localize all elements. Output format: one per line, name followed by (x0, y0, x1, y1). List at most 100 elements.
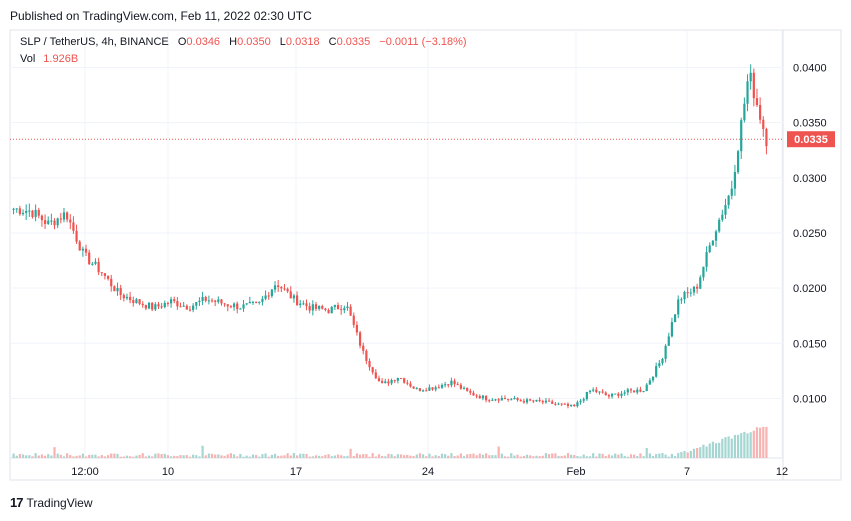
candle-body (444, 384, 447, 386)
candle-body (273, 285, 277, 290)
volume-bar (418, 453, 422, 458)
volume-bar (576, 456, 579, 458)
candle-body (658, 363, 661, 367)
volume-bar (507, 456, 510, 458)
volume-bar (103, 456, 107, 458)
candle-body (169, 299, 173, 304)
volume-bar (721, 438, 724, 458)
candle-body (384, 381, 387, 384)
volume-bar (718, 442, 721, 458)
volume-bar (264, 453, 267, 458)
volume-bar (478, 453, 481, 458)
candle-body (116, 288, 119, 292)
candle-body (173, 299, 176, 302)
candle-body (53, 220, 56, 226)
candle-body (478, 396, 481, 399)
volume-value: 1.926B (43, 53, 79, 65)
volume-bar (273, 453, 277, 458)
volume-bar (69, 455, 72, 458)
volume-bar (277, 455, 280, 458)
candle-body (100, 272, 103, 274)
volume-bar (440, 453, 444, 458)
tradingview-footer[interactable]: 17 TradingView (10, 495, 93, 510)
candle-body (699, 277, 702, 289)
volume-bar (390, 454, 393, 458)
candle-body (440, 384, 444, 388)
candle-body (122, 295, 125, 299)
x-tick-label: 12 (776, 466, 788, 478)
candle-body (88, 252, 91, 265)
candle-body (157, 304, 160, 307)
symbol-label[interactable]: SLP / TetherUS, 4h, BINANCE (20, 36, 169, 48)
volume-bar (434, 455, 437, 458)
volume-bar (563, 455, 566, 458)
candle-body (604, 392, 607, 396)
volume-bar (547, 454, 551, 458)
volume-bar (459, 453, 462, 458)
candle-body (377, 378, 381, 382)
volume-bar (333, 455, 336, 458)
candle-body (97, 261, 100, 273)
price-chart[interactable]: 0.0400 0.0350 0.0300 0.0250 0.0200 0.0150 0.01… (0, 0, 851, 490)
candle-body (683, 292, 686, 300)
close-label: C (328, 36, 337, 48)
candle-body (661, 358, 664, 364)
x-tick-label: 7 (684, 466, 690, 478)
volume-bar (192, 454, 195, 458)
volume-bar (239, 453, 242, 458)
candle-body (229, 306, 233, 308)
volume-bar (752, 430, 755, 458)
candle-body (547, 400, 551, 402)
candle-body (324, 308, 327, 311)
candle-body (236, 303, 239, 310)
volume-bar (280, 455, 283, 458)
volume-bar (144, 456, 147, 458)
candle-body (749, 72, 752, 82)
volume-bar (122, 456, 125, 458)
candle-body (223, 303, 226, 305)
candle-body (708, 245, 711, 253)
ohlc-row: SLP / TetherUS, 4h, BINANCE O0.0346 H0.0… (20, 34, 467, 51)
candle-body (639, 389, 642, 392)
candle-body (488, 400, 491, 402)
x-tick-label: 12:00 (71, 466, 99, 478)
volume-bar (755, 427, 759, 458)
candle-body (554, 403, 557, 405)
candle-body (740, 120, 743, 152)
candle-body (91, 263, 94, 265)
candle-body (336, 305, 340, 310)
volume-bar (450, 453, 453, 458)
candle-body (759, 105, 762, 120)
candle-body (686, 292, 689, 294)
volume-bar (295, 455, 299, 458)
candle-body (270, 289, 273, 297)
candle-body (138, 299, 141, 304)
candle-body (362, 345, 365, 351)
candle-body (529, 399, 532, 401)
change-value: −0.0011 (−3.18%) (379, 36, 467, 48)
candle-body (522, 400, 525, 403)
candle-body (349, 306, 352, 316)
candle-body (472, 392, 475, 396)
candle-body (179, 306, 182, 308)
candle-body (576, 402, 579, 407)
volume-bar (560, 455, 563, 458)
candle-body (680, 299, 683, 301)
volume-bar (610, 455, 614, 458)
candle-body (585, 391, 588, 400)
volume-bar (242, 456, 245, 458)
volume-bar (604, 455, 607, 458)
volume-bar (724, 437, 727, 458)
volume-bar (384, 456, 387, 458)
volume-bar (629, 454, 633, 458)
candle-body (50, 220, 53, 222)
volume-bar (412, 456, 415, 458)
volume-bar (648, 453, 651, 458)
candle-body (721, 214, 724, 220)
volume-bar (371, 453, 374, 458)
candle-body (507, 398, 510, 400)
volume-bar (72, 456, 75, 458)
volume-bar (299, 453, 302, 458)
volume-bar (232, 454, 236, 458)
candle-body (34, 209, 37, 217)
